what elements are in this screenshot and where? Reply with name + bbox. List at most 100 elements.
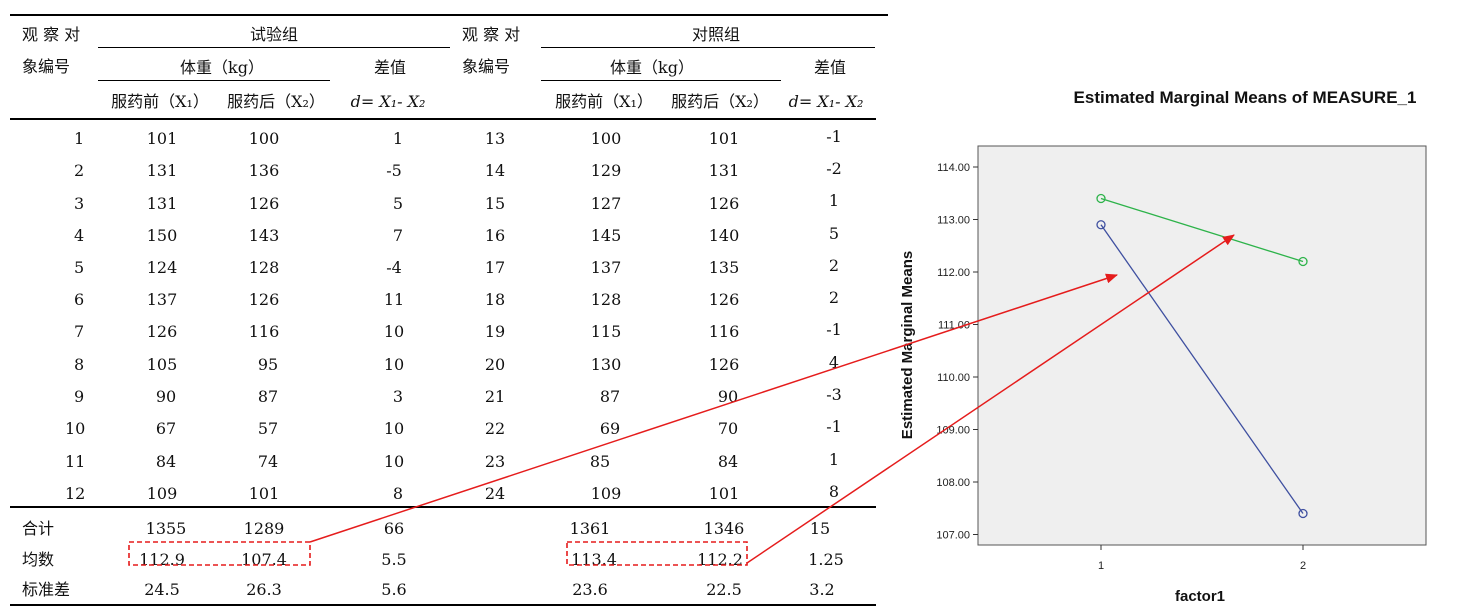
- before-value: 67: [155, 419, 177, 438]
- after-value: 116: [248, 322, 280, 341]
- before-value: 126: [146, 322, 178, 341]
- data-point: [1096, 220, 1106, 230]
- before-value: 101: [146, 129, 178, 148]
- row-id: 14: [484, 161, 506, 180]
- diff-value: 1: [828, 191, 840, 210]
- diff-value: 5: [828, 224, 840, 243]
- before-value: 84: [155, 452, 177, 471]
- before-value: 145: [590, 226, 622, 245]
- control-weight-header: 体重（kg）: [610, 58, 694, 77]
- row-id: 2: [74, 161, 85, 180]
- y-axis: 107.00 108.00 109.00 110.00 111.00 112.00 113.…: [936, 162, 978, 542]
- after-value: 100: [248, 129, 280, 148]
- after-value: 140: [708, 226, 740, 245]
- after-value: 87: [257, 387, 279, 406]
- row-id: 13: [484, 129, 506, 148]
- diff-value: -5: [386, 161, 402, 180]
- control-diff-header: 差值: [813, 58, 847, 77]
- data-point: [1298, 256, 1308, 267]
- row-id: 1: [74, 129, 85, 148]
- summary-value: 22.5: [706, 580, 742, 599]
- obs-id-header-right-line1: 观 察 对: [462, 25, 521, 44]
- control-weight-rule: [541, 80, 781, 81]
- after-value: 126: [708, 194, 740, 213]
- y-tick-label: 111.00: [938, 320, 970, 332]
- summary-value: 1289: [243, 519, 285, 538]
- control-before-header: 服药前（X₁）: [555, 92, 653, 111]
- before-value: 100: [590, 129, 622, 148]
- bottom-rule: [10, 604, 876, 606]
- before-value: 129: [590, 161, 622, 180]
- x-tick-label: 2: [1300, 560, 1306, 572]
- row-id: 4: [74, 226, 85, 245]
- summary-label: 合计: [22, 519, 55, 538]
- row-id: 7: [74, 322, 85, 341]
- before-value: 137: [146, 290, 178, 309]
- trial-before-header: 服药前（X₁）: [111, 92, 209, 111]
- row-id: 12: [65, 484, 86, 503]
- y-tick-label: 113.00: [937, 215, 970, 227]
- after-value: 135: [708, 258, 740, 277]
- y-tick-label: 114.00: [937, 162, 970, 174]
- control-diff-formula: d= X₁- X₂: [788, 92, 864, 111]
- trial-after-header: 服药后（X₂）: [227, 92, 325, 111]
- summary-label: 均数: [22, 550, 55, 569]
- row-id: 6: [74, 290, 85, 309]
- row-id: 3: [74, 194, 85, 213]
- before-value: 90: [155, 387, 177, 406]
- control-group-rule: [541, 47, 875, 48]
- before-value: 150: [146, 226, 178, 245]
- trial-group-header: 试验组: [249, 25, 299, 44]
- x-tick-label: 1: [1098, 560, 1104, 572]
- x-axis-label: factor1: [1175, 588, 1225, 605]
- after-value: 74: [257, 452, 279, 471]
- obs-id-header-line2: 象编号: [22, 57, 71, 76]
- before-value: 131: [146, 161, 178, 180]
- after-value: 95: [257, 355, 279, 374]
- row-id: 9: [74, 387, 85, 406]
- y-axis-label: Estimated Marginal Means: [899, 251, 916, 439]
- y-tick-label: 112.00: [937, 267, 970, 279]
- header-bottom-rule: [10, 118, 876, 120]
- diff-value: -4: [386, 258, 402, 277]
- row-id: 17: [484, 258, 506, 277]
- top-rule: [10, 14, 888, 16]
- after-value: 136: [248, 161, 280, 180]
- diff-value: 5: [392, 194, 404, 213]
- after-value: 143: [248, 226, 280, 245]
- plot-area: [977, 145, 1427, 546]
- row-id: 15: [484, 194, 506, 213]
- y-tick-label: 107.00: [936, 530, 970, 542]
- summary-value: 5.5: [381, 550, 407, 569]
- chart-title: Estimated Marginal Means of MEASURE_1: [1074, 88, 1417, 107]
- diff-value: -2: [826, 159, 842, 178]
- control-after-header: 服药后（X₂）: [671, 92, 769, 111]
- y-tick-label: 108.00: [936, 477, 970, 489]
- diff-value: 7: [392, 226, 404, 245]
- after-value: 57: [257, 419, 279, 438]
- before-value: 124: [146, 258, 178, 277]
- trial-diff-header: 差值: [373, 58, 407, 77]
- row-id: 10: [65, 419, 86, 438]
- obs-id-header-line1: 观 察 对: [22, 25, 81, 44]
- series-line: [1100, 197, 1304, 263]
- summary-value: 5.6: [381, 580, 407, 599]
- summary-value: 24.5: [144, 580, 180, 599]
- row-id: 5: [74, 258, 85, 277]
- control-group-header: 对照组: [691, 25, 741, 44]
- trial-weight-header: 体重（kg）: [180, 58, 264, 77]
- before-value: 131: [146, 194, 178, 213]
- trial-group-rule: [98, 47, 450, 48]
- summary-value: 3.2: [809, 580, 835, 599]
- before-value: 127: [590, 194, 622, 213]
- row-id: 8: [74, 355, 85, 374]
- summary-value: 26.3: [246, 580, 282, 599]
- obs-id-header-right-line2: 象编号: [462, 57, 511, 76]
- before-value: 109: [146, 484, 178, 503]
- summary-label: 标准差: [22, 580, 71, 599]
- row-id: 11: [65, 452, 86, 471]
- summary-value: 23.6: [572, 580, 608, 599]
- after-value: 128: [248, 258, 280, 277]
- diff-value: 1: [392, 129, 404, 148]
